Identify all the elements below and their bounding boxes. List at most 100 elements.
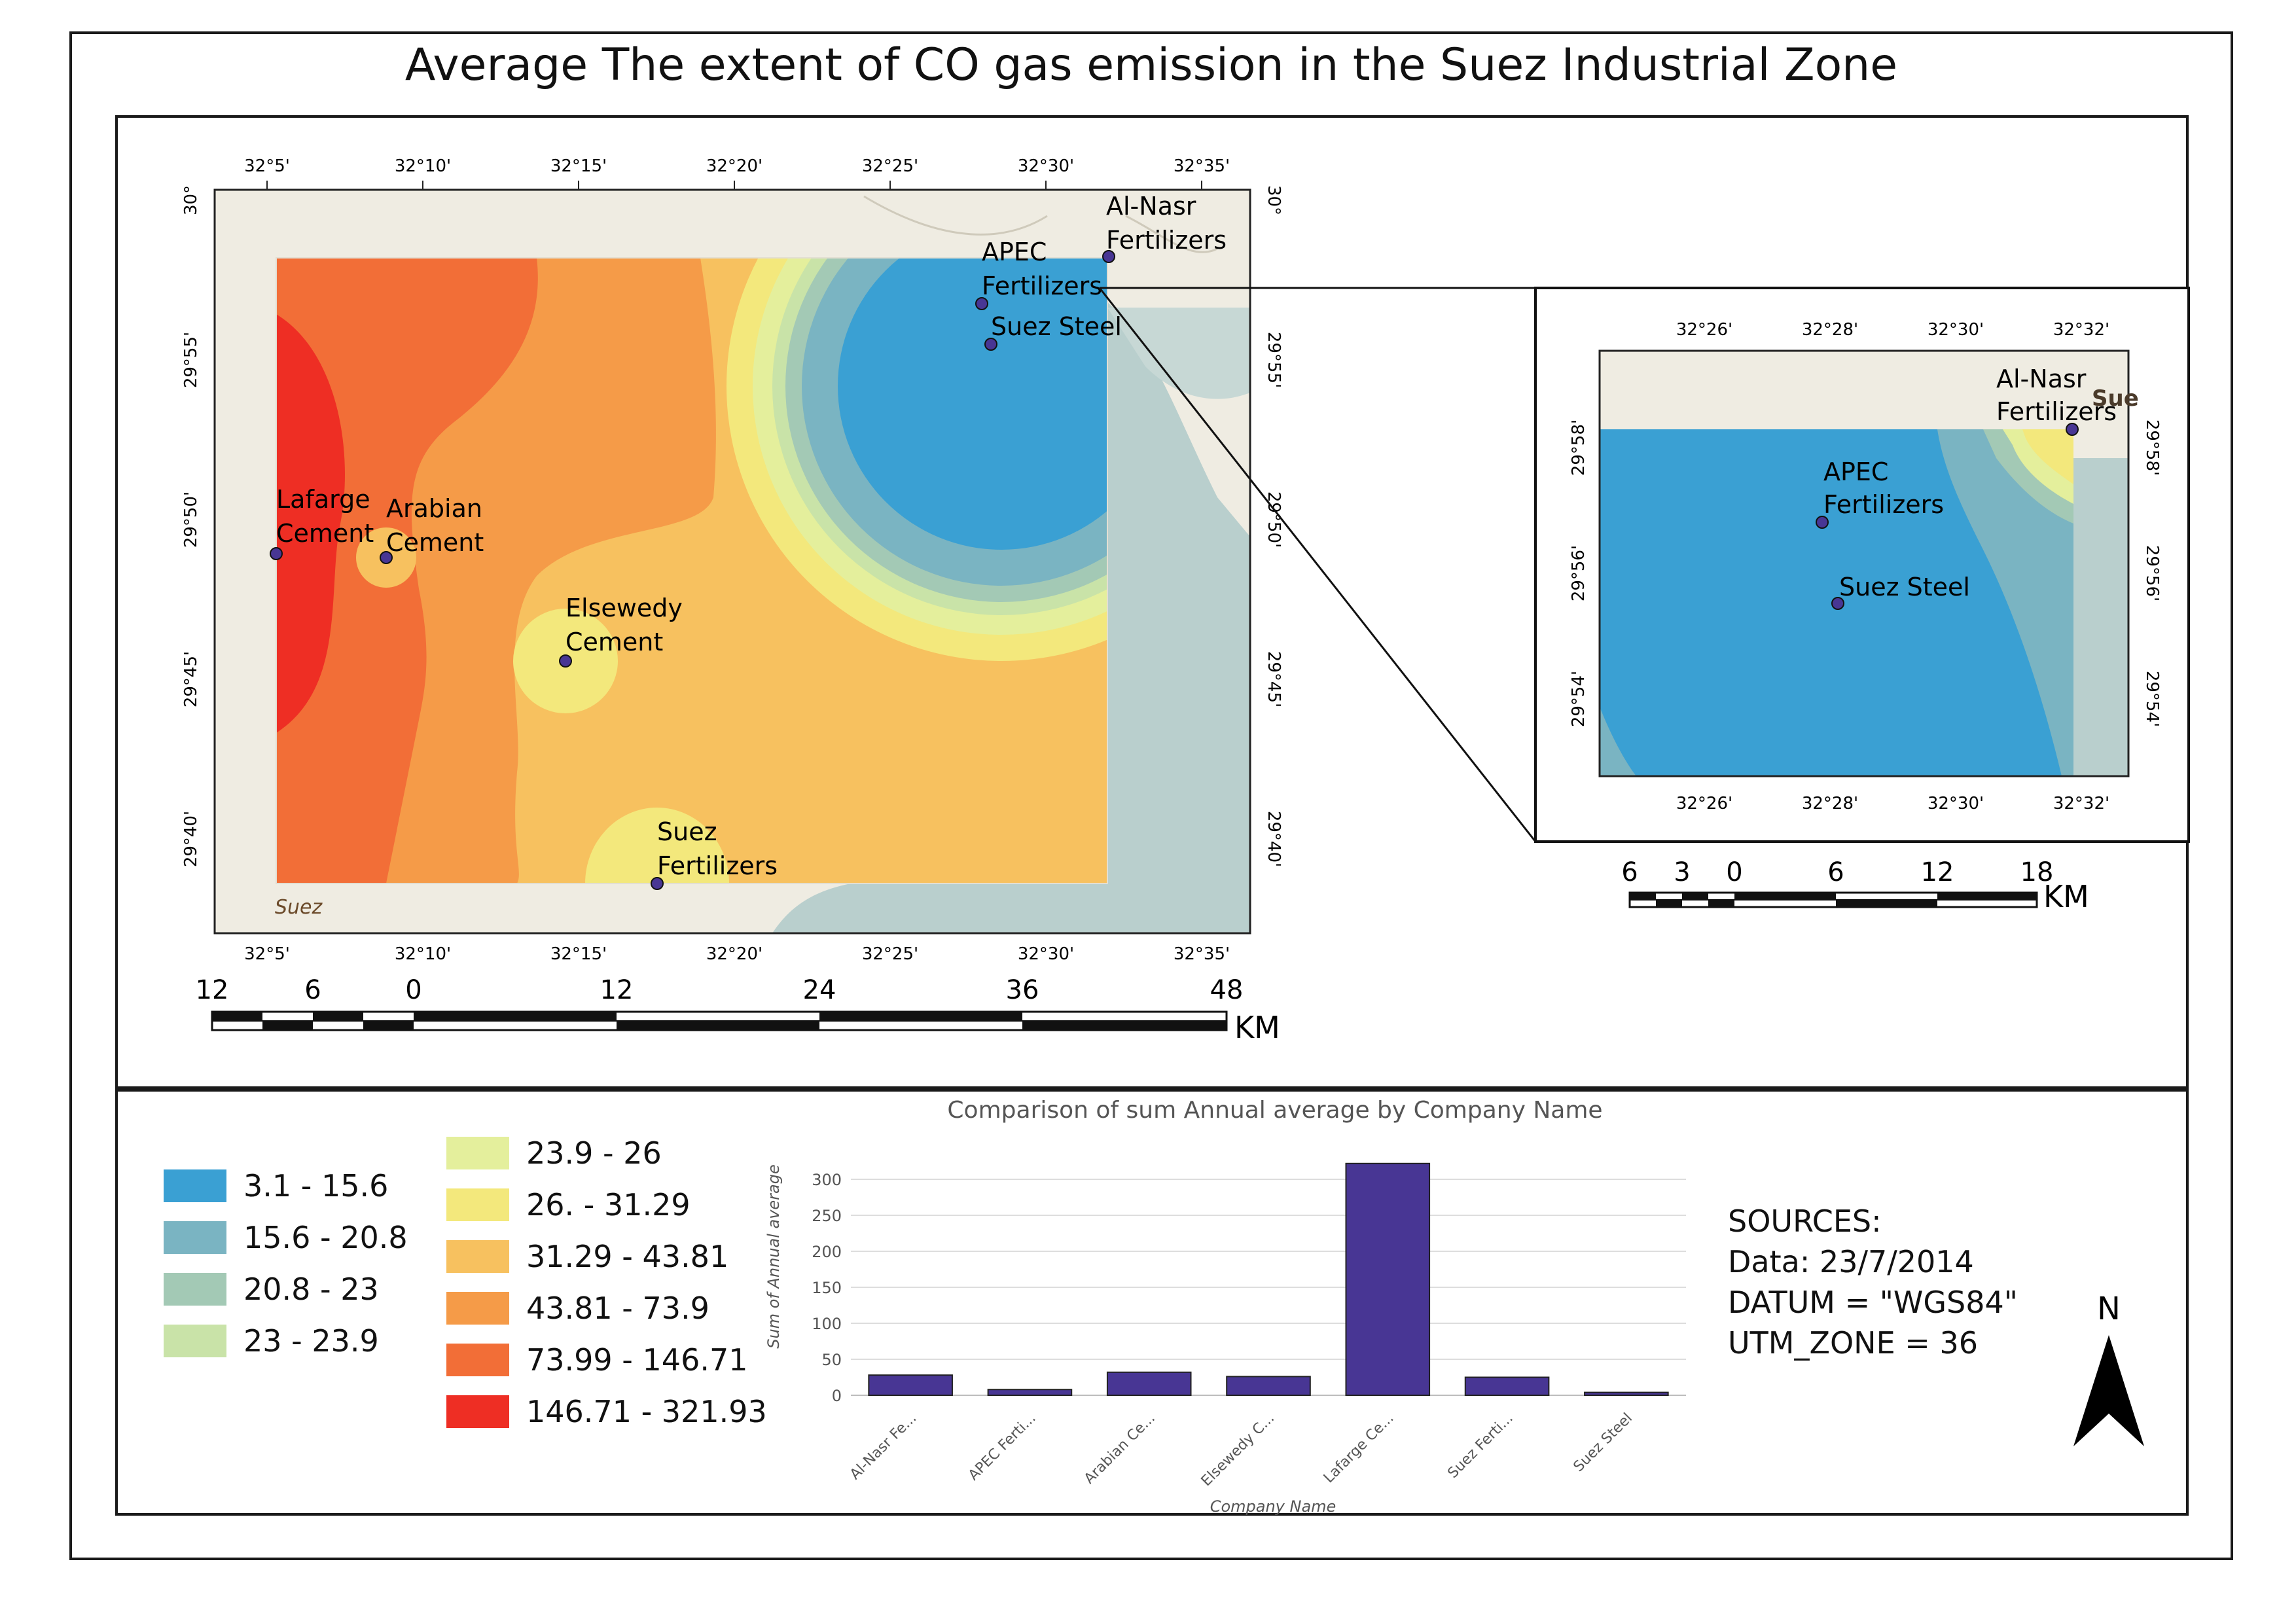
chart-bar [1345, 1162, 1431, 1397]
lat-tick-label: 30° [1264, 185, 1283, 215]
lon-tick-label: 32°30' [1928, 794, 1984, 813]
road [863, 195, 1048, 236]
chart-bar [1464, 1376, 1550, 1396]
outer-frame [69, 31, 2233, 1560]
site-label: Suez Steel [991, 312, 1122, 341]
x-tick-label: Suez Steel [1571, 1410, 1636, 1476]
legend-class: 15.6 - 20.8 [164, 1220, 408, 1255]
site-label: Fertilizers [982, 272, 1102, 300]
legend-swatch [446, 1344, 509, 1376]
lon-tick-label: 32°15' [550, 156, 607, 176]
lon-tick-label: 32°35' [1174, 944, 1230, 964]
scale-label: 6 [1827, 857, 1844, 887]
basemap-label: Suez [275, 896, 323, 919]
legend-class: 23 - 23.9 [164, 1323, 379, 1359]
site-label: Cement [565, 628, 663, 656]
lon-tick-label: 32°26' [1676, 794, 1732, 813]
main-sites: Al-Nasr Fertilizers APEC Fertilizers Suez St… [270, 192, 1227, 890]
site-marker[interactable]: Al-Nasr Fertilizers [1996, 365, 2117, 436]
site-label: Fertilizers [1823, 490, 1944, 519]
scale-label: 12 [1921, 857, 1954, 887]
legend-label: 73.99 - 146.71 [526, 1342, 748, 1378]
lon-tick-label: 32°25' [862, 156, 918, 176]
site-label: Arabian [386, 494, 482, 523]
legend-swatch [164, 1169, 226, 1202]
legend-label: 31.29 - 43.81 [526, 1239, 729, 1274]
site-marker[interactable]: Al-Nasr Fertilizers [1102, 192, 1227, 263]
site-marker[interactable]: APEC Fertilizers [975, 238, 1102, 310]
site-marker[interactable]: Arabian Cement [380, 494, 484, 564]
north-label: N [2097, 1291, 2121, 1327]
y-tick-label: 100 [812, 1315, 842, 1333]
chart-ylabel: Sum of Annual average [764, 1164, 783, 1349]
legend-class: 23.9 - 26 [446, 1135, 662, 1171]
lon-tick-label: 32°26' [1676, 320, 1732, 340]
lat-tick-label: 29°40' [181, 811, 201, 867]
x-tick-label: Arabian Ce... [1081, 1410, 1158, 1488]
scale-label: 24 [803, 975, 836, 1005]
lon-tick-label: 32°30' [1928, 320, 1984, 340]
legend-label: 3.1 - 15.6 [243, 1168, 389, 1204]
chart-bar [1584, 1391, 1669, 1397]
site-marker[interactable]: Suez Fertilizers [651, 817, 778, 890]
x-tick-label: Al-Nasr Fe... [847, 1410, 920, 1483]
site-marker[interactable]: Elsewedy Cement [559, 594, 683, 668]
scale-label: 6 [304, 975, 321, 1005]
lon-tick-label: 32°20' [706, 156, 762, 176]
site-label: Fertilizers [1106, 226, 1227, 255]
chart-bar [1226, 1376, 1311, 1396]
north-arrow: N [2073, 1291, 2144, 1446]
lat-tick-label: 29°56' [2142, 545, 2162, 601]
inset-right-ticks: 29°58' 29°56' 29°54' [2142, 419, 2162, 727]
lon-tick-label: 32°28' [1802, 794, 1858, 813]
y-tick-label: 50 [821, 1351, 842, 1369]
lon-tick-label: 32°30' [1018, 944, 1074, 964]
inset-sites: Al-Nasr Fertilizers APEC Fertilizers Suez St… [1816, 365, 2117, 610]
chart-title: Comparison of sum Annual average by Comp… [947, 1097, 1602, 1124]
legend-swatch [164, 1273, 226, 1306]
lat-tick-label: 29°58' [1569, 419, 1588, 476]
legend-label: 23 - 23.9 [243, 1323, 379, 1359]
site-point-icon [380, 551, 393, 564]
legend-swatch [446, 1188, 509, 1221]
inset-scale-unit: KM [2043, 879, 2089, 914]
legend-label: 43.81 - 73.9 [526, 1291, 709, 1326]
x-tick-label: APEC Ferti... [965, 1410, 1039, 1484]
site-marker[interactable]: Suez Steel [1831, 573, 1970, 610]
main-map[interactable]: Suez 32°5' 32°10' 32°15' 32°20' 32°25' 32°30'… [181, 111, 1283, 964]
site-label: Suez Steel [1839, 573, 1970, 601]
scale-label: 12 [196, 975, 229, 1005]
inset-top-ticks: 32°26' 32°28' 32°30' 32°32' [1676, 320, 2109, 340]
site-marker[interactable]: APEC Fertilizers [1816, 457, 1944, 529]
legend-class: 146.71 - 321.93 [446, 1394, 767, 1429]
chart-xticks: Al-Nasr Fe... APEC Ferti... Arabian Ce... E… [847, 1410, 1636, 1490]
scale-label: 48 [1210, 975, 1244, 1005]
gulf-water [1107, 308, 1250, 399]
site-marker[interactable]: Lafarge Cement [270, 485, 374, 560]
site-point-icon [975, 297, 988, 310]
inset-map[interactable]: Sue 32°26' 32°28' 32°30' 32°32' 32°26' 32°28… [1534, 287, 2190, 843]
site-point-icon [1816, 516, 1829, 529]
lat-tick-label: 29°50' [181, 491, 201, 548]
legend-class: 31.29 - 43.81 [446, 1239, 728, 1274]
site-marker[interactable]: Suez Steel [984, 312, 1122, 351]
lat-tick-label: 29°40' [1264, 811, 1283, 867]
site-point-icon [2066, 423, 2079, 436]
site-label: Al-Nasr [1106, 192, 1196, 221]
lon-tick-label: 32°10' [395, 156, 451, 176]
scale-label: 3 [1674, 857, 1690, 887]
chart-bar [987, 1389, 1073, 1396]
x-tick-label: Elsewedy C... [1198, 1410, 1278, 1490]
site-point-icon [1831, 597, 1844, 610]
inset-leader-bottom [1098, 287, 1537, 842]
legend-label: 26. - 31.29 [526, 1187, 691, 1222]
sources-data: Data: 23/7/2014 [1728, 1244, 1974, 1279]
lat-tick-label: 29°56' [1569, 545, 1588, 601]
x-tick-label: Suez Ferti... [1444, 1410, 1516, 1482]
lon-tick-label: 32°28' [1802, 320, 1858, 340]
chart-bar [868, 1374, 953, 1396]
sources-block: SOURCES: Data: 23/7/2014 DATUM = "WGS84"… [1728, 1201, 2018, 1363]
main-scale-unit: KM [1234, 1010, 1280, 1045]
main-top-ticks: 32°5' 32°10' 32°15' 32°20' 32°25' 32°30' 32°35… [244, 156, 1230, 190]
